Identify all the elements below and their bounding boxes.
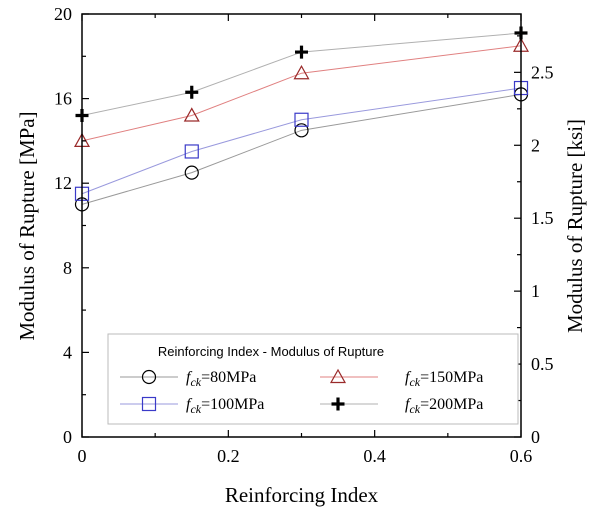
legend-entries: fck=80MPa fck=150MPa fck=100MPa fck=200MPa xyxy=(120,368,483,416)
legend-title: Reinforcing Index - Modulus of Rupture xyxy=(158,344,384,359)
data-point-circle xyxy=(184,165,199,180)
y-tick-label: 0 xyxy=(63,427,72,447)
x-tick-label: 0.6 xyxy=(510,446,533,466)
legend-box xyxy=(107,333,519,425)
legend-marker-square xyxy=(141,396,157,412)
y2-tick-label: 1 xyxy=(531,281,540,301)
series-line-circle xyxy=(81,93,522,205)
series-line-square xyxy=(81,87,522,195)
x-tick-label: 0 xyxy=(78,446,87,466)
y2-tick-label: 2.5 xyxy=(531,62,554,82)
series-line-plus xyxy=(81,32,522,117)
legend-marker-circle xyxy=(141,369,157,385)
legend: Reinforcing Index - Modulus of Rupture f… xyxy=(107,333,519,425)
plot-markers xyxy=(73,26,530,212)
x-axis-title: Reinforcing Index xyxy=(225,483,379,507)
data-point-square xyxy=(184,144,199,159)
plot-lines xyxy=(81,32,522,205)
y-tick-label: 4 xyxy=(63,342,72,362)
y-tick-label: 20 xyxy=(54,4,72,24)
y2-tick-label: 0 xyxy=(531,427,540,447)
y2-tick-label: 0.5 xyxy=(531,354,554,374)
legend-marker-triangle xyxy=(329,368,347,384)
data-point-plus xyxy=(295,45,308,59)
data-point-plus xyxy=(185,85,199,99)
x-tick-label: 0.2 xyxy=(217,446,240,466)
y-tick-label: 8 xyxy=(63,258,72,278)
y2-axis-title: Modulus of Rupture [ksi] xyxy=(563,119,587,333)
y-axis-title: Modulus of Rupture [MPa] xyxy=(15,111,39,340)
legend-label: fck=200MPa xyxy=(405,396,483,416)
y-tick-label: 16 xyxy=(54,89,72,109)
legend-label: fck=150MPa xyxy=(405,369,483,389)
y2-tick-label: 1.5 xyxy=(531,208,554,228)
data-point-triangle xyxy=(293,64,310,80)
legend-label: fck=100MPa xyxy=(186,396,264,416)
series-line-triangle xyxy=(81,45,522,142)
legend-label: fck=80MPa xyxy=(186,369,256,389)
y-tick-label: 12 xyxy=(54,173,72,193)
x-axis: 0 0.2 0.4 0.6 xyxy=(78,14,533,466)
y2-axis: 0 0.5 1 1.5 2 2.5 xyxy=(514,35,554,447)
data-point-square xyxy=(294,112,309,127)
data-point-circle xyxy=(294,123,309,138)
y2-tick-label: 2 xyxy=(531,135,540,155)
legend-marker-plus xyxy=(331,397,345,411)
data-point-triangle xyxy=(183,107,200,122)
y-axis: 0 4 8 12 16 20 xyxy=(54,4,89,447)
x-tick-label: 0.4 xyxy=(363,446,386,466)
